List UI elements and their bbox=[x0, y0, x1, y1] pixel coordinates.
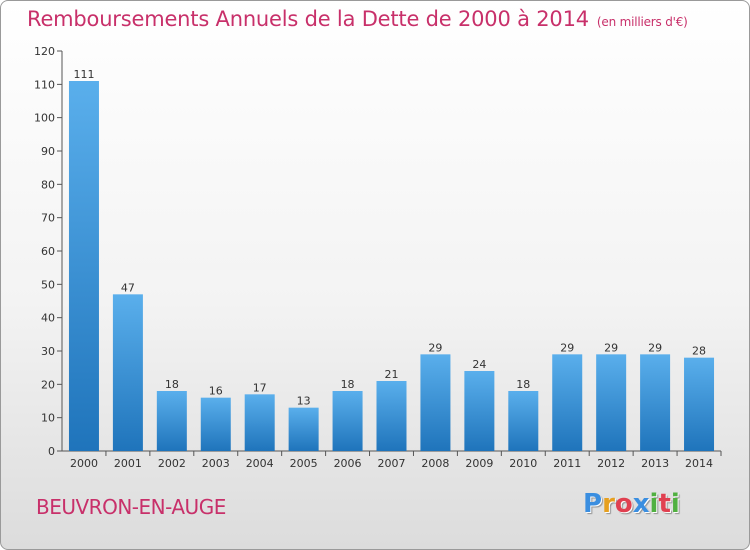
y-tick-label: 0 bbox=[48, 445, 55, 458]
chart-title: Remboursements Annuels de la Dette de 20… bbox=[27, 7, 688, 31]
x-tick-label: 2003 bbox=[202, 457, 230, 470]
place-name: BEUVRON-EN-AUGE bbox=[36, 495, 226, 519]
bar bbox=[68, 81, 99, 451]
bar bbox=[288, 407, 319, 451]
y-tick-label: 10 bbox=[41, 412, 55, 425]
y-tick-label: 80 bbox=[41, 178, 55, 191]
x-tick-label: 2002 bbox=[158, 457, 186, 470]
bar bbox=[244, 394, 275, 451]
bar-value-label: 47 bbox=[121, 281, 135, 294]
x-tick-label: 2008 bbox=[421, 457, 449, 470]
bar-value-label: 21 bbox=[385, 368, 399, 381]
chart-unit: (en milliers d'€) bbox=[596, 15, 688, 29]
bar-value-label: 17 bbox=[253, 381, 267, 394]
y-tick-label: 110 bbox=[34, 78, 55, 91]
bar bbox=[464, 371, 495, 451]
x-tick-label: 2010 bbox=[509, 457, 537, 470]
logo-letter: i bbox=[649, 489, 659, 519]
bar bbox=[596, 354, 627, 451]
logo-letter: t bbox=[658, 489, 671, 519]
logo-letter: r bbox=[602, 489, 615, 519]
bar bbox=[332, 391, 363, 451]
bar bbox=[156, 391, 187, 451]
y-tick-label: 100 bbox=[34, 112, 55, 125]
proxiti-logo: Proxiti bbox=[583, 489, 680, 519]
bar bbox=[684, 357, 715, 451]
bar-value-label: 29 bbox=[560, 341, 574, 354]
x-tick-label: 2000 bbox=[70, 457, 98, 470]
y-tick-label: 50 bbox=[41, 278, 55, 291]
logo-letter: i bbox=[670, 489, 680, 519]
bar bbox=[420, 354, 451, 451]
bar-value-label: 18 bbox=[165, 378, 179, 391]
x-tick-label: 2013 bbox=[641, 457, 669, 470]
bar bbox=[640, 354, 671, 451]
y-tick-label: 60 bbox=[41, 245, 55, 258]
bar-value-label: 29 bbox=[604, 341, 618, 354]
x-tick-label: 2004 bbox=[246, 457, 274, 470]
x-tick-label: 2001 bbox=[114, 457, 142, 470]
logo-letter: P bbox=[583, 489, 603, 519]
x-tick-label: 2006 bbox=[334, 457, 362, 470]
bar bbox=[200, 397, 231, 451]
y-tick-label: 40 bbox=[41, 312, 55, 325]
logo-letter: o bbox=[614, 489, 633, 519]
bar-value-label: 29 bbox=[428, 341, 442, 354]
chart-title-text: Remboursements Annuels de la Dette de 20… bbox=[27, 7, 589, 31]
bar-value-label: 16 bbox=[209, 385, 223, 398]
bar bbox=[508, 391, 539, 451]
bar bbox=[552, 354, 583, 451]
x-tick-label: 2005 bbox=[290, 457, 318, 470]
bar-value-label: 13 bbox=[297, 395, 311, 408]
bar-value-label: 29 bbox=[648, 341, 662, 354]
bar-value-label: 111 bbox=[73, 68, 94, 81]
y-tick-label: 20 bbox=[41, 378, 55, 391]
y-tick-label: 90 bbox=[41, 145, 55, 158]
x-tick-label: 2014 bbox=[685, 457, 713, 470]
bar-value-label: 18 bbox=[516, 378, 530, 391]
bar bbox=[112, 294, 143, 451]
y-tick-label: 70 bbox=[41, 212, 55, 225]
y-tick-label: 30 bbox=[41, 345, 55, 358]
x-tick-label: 2012 bbox=[597, 457, 625, 470]
x-tick-label: 2007 bbox=[378, 457, 406, 470]
bar bbox=[376, 381, 407, 451]
x-tick-label: 2011 bbox=[553, 457, 581, 470]
bar-value-label: 28 bbox=[692, 345, 706, 358]
bar-value-label: 24 bbox=[472, 358, 486, 371]
logo-letter: x bbox=[632, 489, 650, 519]
y-tick-label: 120 bbox=[34, 45, 55, 58]
bar-value-label: 18 bbox=[341, 378, 355, 391]
x-tick-label: 2009 bbox=[465, 457, 493, 470]
